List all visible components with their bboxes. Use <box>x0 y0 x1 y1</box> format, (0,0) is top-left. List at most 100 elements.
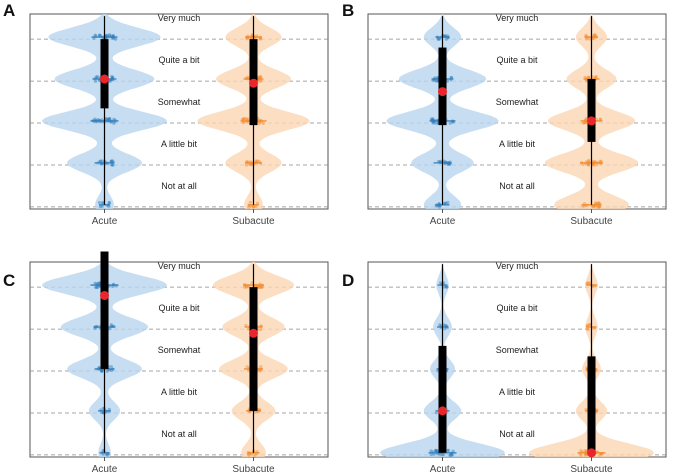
panel-a: A Not at all A little bit Somewhat Quite a b… <box>3 1 329 227</box>
data-point <box>248 200 252 204</box>
data-point <box>434 121 438 125</box>
data-point <box>100 369 104 373</box>
data-point <box>592 33 597 37</box>
data-point <box>105 453 109 457</box>
data-point <box>450 453 454 457</box>
data-point <box>434 449 438 453</box>
level-label: Not at all <box>161 429 197 439</box>
data-point <box>583 453 587 457</box>
median-dot-acute <box>438 87 447 97</box>
data-point <box>109 365 113 369</box>
data-point <box>251 204 256 209</box>
data-point <box>258 37 262 41</box>
data-point <box>112 121 116 125</box>
level-label: Somewhat <box>496 345 539 355</box>
data-point <box>247 205 251 209</box>
data-point <box>434 449 439 453</box>
data-point <box>587 323 591 327</box>
data-point <box>444 37 448 41</box>
data-point <box>105 369 109 373</box>
data-point <box>588 37 592 41</box>
data-point <box>98 33 102 37</box>
level-label: Not at all <box>499 429 535 439</box>
data-point <box>594 201 598 205</box>
data-point <box>95 285 99 290</box>
data-point <box>440 452 444 457</box>
data-point <box>444 285 449 289</box>
data-point <box>586 75 591 79</box>
data-point <box>107 200 111 205</box>
data-point <box>595 205 600 209</box>
median-dot-subacute <box>587 448 596 458</box>
data-point <box>243 285 247 289</box>
iqr-box-acute <box>100 39 109 109</box>
data-point <box>107 117 111 121</box>
data-point <box>585 281 589 285</box>
x-tick-label: Acute <box>92 216 118 227</box>
data-point <box>110 163 114 167</box>
data-point <box>585 327 589 331</box>
data-point <box>429 452 433 457</box>
data-point <box>244 285 248 289</box>
panel-b: B Not at all A little bit Somewhat Quite a b… <box>342 1 667 227</box>
data-point <box>595 163 599 167</box>
data-point <box>254 159 258 163</box>
data-point <box>112 117 116 121</box>
data-point <box>585 323 589 327</box>
data-point <box>431 117 435 121</box>
data-point <box>111 163 115 167</box>
data-point <box>249 163 253 167</box>
data-point <box>260 285 265 289</box>
data-point <box>593 33 597 37</box>
data-point <box>105 33 109 38</box>
data-point <box>445 285 449 289</box>
data-point <box>584 33 588 38</box>
level-label: Somewhat <box>158 345 201 355</box>
data-point <box>431 121 435 125</box>
data-point <box>584 121 588 125</box>
data-point <box>251 205 256 209</box>
data-point <box>247 453 251 457</box>
data-point <box>584 116 588 121</box>
data-point <box>442 285 446 289</box>
data-point <box>108 117 112 121</box>
data-point <box>586 281 590 285</box>
level-label: A little bit <box>499 387 536 397</box>
data-point <box>110 159 114 163</box>
data-point <box>597 205 602 209</box>
data-point <box>436 37 440 41</box>
x-tick-label: Subacute <box>232 464 275 472</box>
data-point <box>451 449 455 453</box>
x-tick-label: Acute <box>92 464 118 472</box>
x-tick-label: Subacute <box>232 216 275 227</box>
data-point <box>597 205 601 209</box>
data-point <box>245 37 249 41</box>
data-point <box>245 117 249 121</box>
level-label: A little bit <box>161 139 198 149</box>
plot-frame <box>29 13 329 210</box>
data-point <box>246 285 250 289</box>
level-label: Very much <box>496 261 539 271</box>
data-point <box>592 163 596 167</box>
panel-d: D Not at all A little bit Somewhat Quite a b… <box>342 261 667 472</box>
data-point <box>448 453 452 457</box>
data-point <box>594 75 598 79</box>
data-point <box>448 453 452 457</box>
x-tick-label: Subacute <box>570 464 613 472</box>
panel-letter: C <box>3 271 15 290</box>
level-label: Somewhat <box>158 97 201 107</box>
data-point <box>98 159 102 163</box>
iqr-box-acute <box>438 345 447 453</box>
x-tick-label: Subacute <box>570 216 613 227</box>
data-point <box>588 281 592 285</box>
data-point <box>434 411 438 415</box>
data-point <box>242 117 246 121</box>
data-point <box>99 369 104 373</box>
data-point <box>109 323 113 327</box>
data-point <box>97 201 101 205</box>
panel-letter: B <box>342 1 354 20</box>
plot-frame <box>29 261 329 458</box>
level-label: Very much <box>496 13 539 23</box>
data-point <box>245 365 249 369</box>
data-point <box>244 163 248 167</box>
